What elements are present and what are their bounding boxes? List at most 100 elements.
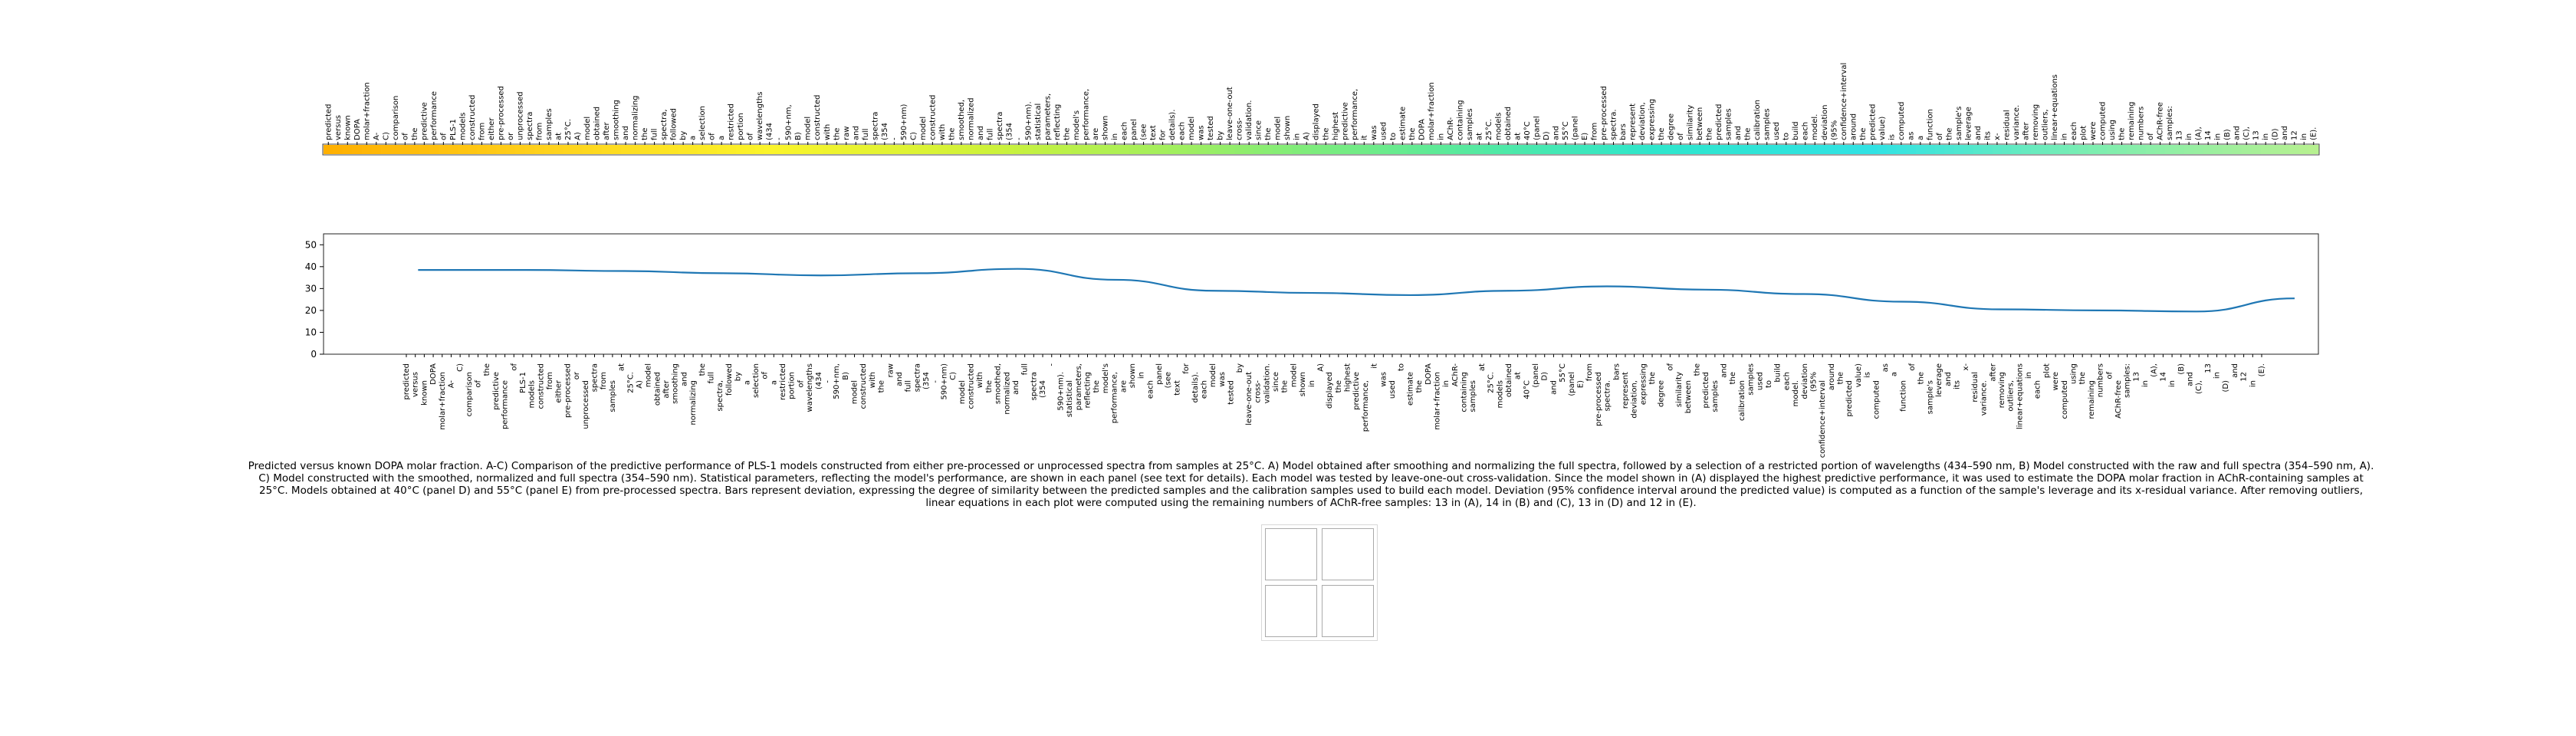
heatmap-token-label: portion (737, 113, 745, 140)
heatmap-cell (1790, 145, 1801, 154)
x-tick-label: validation. (1263, 363, 1271, 403)
heatmap-cell (1579, 145, 1590, 154)
heatmap-cell (1398, 145, 1408, 154)
heatmap-cell (1282, 145, 1293, 154)
x-tick-label: 13 (2132, 372, 2141, 382)
heatmap-token-label: from (535, 123, 544, 140)
heatmap-token-label: details). (1168, 110, 1177, 140)
x-tick-label: a (743, 380, 751, 385)
heatmap-token-label: constructed (468, 95, 477, 140)
heatmap-token-label: smoothed, (958, 100, 966, 140)
heatmap-token-label: full (651, 129, 659, 140)
heatmap-cell (1647, 145, 1658, 154)
heatmap-token-label: in (2214, 133, 2223, 140)
heatmap-token-label: smoothing (613, 100, 621, 140)
heatmap-token-label: highest (1332, 112, 1340, 140)
x-tick-label: in (1308, 380, 1316, 387)
x-tick-label: AChR- (1451, 363, 1460, 387)
x-tick-label: 12 (2240, 372, 2249, 382)
x-tick-label: the (2078, 372, 2087, 384)
x-tick-label: (95% (1809, 372, 1818, 392)
heatmap-token-label: performance, (1083, 89, 1091, 140)
heatmap-cell (400, 145, 410, 154)
heatmap-token-label: 590+nm). (1024, 101, 1033, 140)
heatmap-cell (1628, 145, 1638, 154)
heatmap-cell (832, 145, 842, 154)
heatmap-token-label: spectra (526, 112, 534, 140)
heatmap-cell (1244, 145, 1254, 154)
heatmap-token-label: using (2108, 120, 2117, 140)
heatmap-cell (515, 145, 526, 154)
x-tick-label: in (1442, 380, 1451, 387)
x-tick-label: obtained (1505, 363, 1513, 397)
x-tick-label: 590+nm). (1056, 372, 1065, 411)
heatmap-token-label: spectra (996, 112, 1004, 140)
heatmap-token-label: - (1015, 137, 1024, 140)
heatmap-cell (582, 145, 593, 154)
heatmap-cell (1388, 145, 1398, 154)
heatmap-token-label: was (1198, 125, 1206, 140)
heatmap-token-label: the (1264, 128, 1273, 140)
x-tick-label: shown (1129, 363, 1137, 388)
heatmap-token-label: DOPA (353, 119, 362, 140)
heatmap-cell (1215, 145, 1226, 154)
heatmap-token-label: full (862, 129, 870, 140)
x-tick-label: in (2025, 372, 2033, 379)
x-tick-label: for (1182, 363, 1191, 374)
x-tick-label: the (1917, 372, 1926, 384)
heatmap-cell (1311, 145, 1322, 154)
heatmap-token-label: cross- (1236, 117, 1244, 140)
heatmap-token-label: of (1677, 133, 1685, 140)
x-tick-label: in (2213, 372, 2222, 379)
x-tick-label: the (1693, 363, 1701, 376)
x-tick-label: predictive (492, 372, 501, 410)
x-tick-label: 25°C. (626, 372, 635, 393)
heatmap-token-label: leverage (1964, 107, 1973, 140)
x-tick-label: spectra (591, 363, 600, 392)
heatmap-cell (1254, 145, 1264, 154)
heatmap-cell (1589, 145, 1600, 154)
heatmap-cell (1205, 145, 1216, 154)
x-tick-label: A- (447, 380, 455, 389)
heatmap-cell (1378, 145, 1388, 154)
heatmap-token-label: x- (1993, 133, 2002, 140)
heatmap-token-label: (B) (2223, 129, 2232, 140)
heatmap-token-label: remaining (2128, 102, 2136, 141)
heatmap-cell (486, 145, 497, 154)
heatmap-cell (371, 145, 382, 154)
heatmap-token-label: obtained (1504, 107, 1513, 140)
x-tick-label: and (1012, 380, 1020, 395)
x-tick-label: model (851, 380, 859, 404)
heatmap-cell (841, 145, 852, 154)
heatmap-cell (2232, 145, 2242, 154)
x-tick-label: 40°C (1523, 380, 1531, 399)
heatmap-token-label: the (1859, 128, 1868, 140)
heatmap-cell (2279, 145, 2290, 154)
x-tick-label: constructed (537, 363, 545, 409)
x-tick-label: at (1478, 363, 1487, 371)
heatmap-token-label: variance. (2013, 105, 2021, 140)
x-tick-label: of (797, 380, 805, 388)
x-tick-label: x- (1962, 363, 1970, 371)
heatmap-token-label: (D) (2272, 128, 2280, 140)
x-tick-label: wavelengths (806, 363, 814, 412)
x-tick-label: samples: (2124, 363, 2132, 398)
heatmap-token-label: and (1552, 126, 1560, 140)
x-tick-label: 14 (2159, 372, 2167, 382)
x-tick-label: DOPA (429, 363, 438, 385)
heatmap-cell (381, 145, 391, 154)
heatmap-cell (1809, 145, 1820, 154)
heatmap-token-label: of (708, 133, 717, 140)
heatmap-token-label: each (2070, 122, 2078, 140)
heatmap-cell (429, 145, 439, 154)
heatmap-token-label: in (2262, 133, 2270, 140)
x-tick-label: or (573, 371, 581, 380)
x-tick-label: (B) (2177, 363, 2186, 375)
heatmap-token-label: and (1974, 126, 1983, 140)
heatmap-cell (1119, 145, 1130, 154)
heatmap-cell (1560, 145, 1571, 154)
heatmap-token-label: molar+fraction (1428, 82, 1436, 140)
heatmap-cell (2164, 145, 2175, 154)
heatmap-token-label: the (1658, 128, 1666, 140)
heatmap-cell (1330, 145, 1341, 154)
